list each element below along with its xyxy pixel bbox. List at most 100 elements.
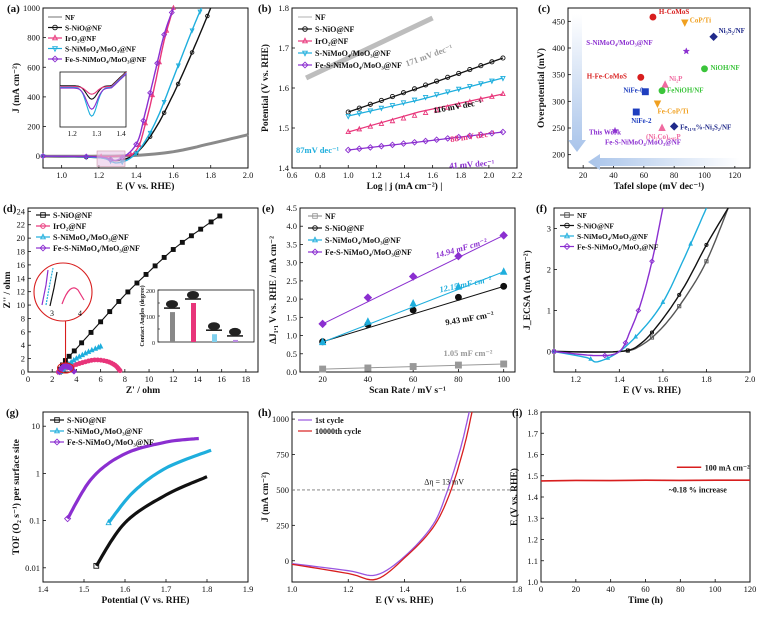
inset-y-label: Contact Angles (degree) <box>139 285 146 346</box>
series-line-3-marker <box>189 28 195 34</box>
data-point <box>364 364 372 372</box>
droplet-icon <box>208 322 220 331</box>
point-label: Fe-CoP/Ti <box>657 107 688 115</box>
point-label: NiFe-0 <box>623 87 644 95</box>
data-point <box>466 84 473 90</box>
data-point <box>367 101 373 107</box>
y-tick-label: 1.2 <box>527 535 538 545</box>
y-tick-label: 3.0 <box>286 258 297 268</box>
x-tick-label: 1.4 <box>399 584 410 594</box>
data-point <box>669 122 679 131</box>
inset-frame <box>59 71 127 128</box>
droplet-icon <box>166 300 178 309</box>
x-tick-label: 18 <box>242 374 251 384</box>
series-line-2-marker <box>97 343 104 349</box>
annotation-slope: 87mV dec⁻¹ <box>296 145 339 155</box>
droplet-icon <box>187 291 199 299</box>
data-point <box>454 293 462 301</box>
series-line-2 <box>348 93 504 133</box>
legend-entry: NF <box>325 212 336 221</box>
inset-x-tick: 1.2 <box>68 129 78 138</box>
series-line-0-marker <box>116 299 122 304</box>
series-line-1-marker <box>117 368 123 374</box>
x-tick-label: 1.8 <box>205 170 216 180</box>
legend-marker <box>54 417 60 423</box>
series-line-3-marker <box>133 151 139 157</box>
data-point <box>378 97 384 103</box>
x-tick-label: 2 <box>50 374 54 384</box>
series-line-2-marker <box>605 355 611 360</box>
series-line-0-marker <box>704 259 709 264</box>
x-tick-label: 1.6 <box>658 374 669 384</box>
point-label: CoP/Ti <box>690 16 711 24</box>
droplet-icon <box>229 327 241 336</box>
y-axis-label: J_ECSA (mA cm⁻²) <box>522 250 533 330</box>
series-line-3-marker <box>147 130 153 136</box>
data-point <box>500 55 506 61</box>
annotation-slope: 41 mV dec⁻¹ <box>449 157 495 170</box>
y-axis-label: Z'' / ohm <box>3 271 13 308</box>
zoom-tick: 3 <box>50 309 54 318</box>
data-point <box>454 361 462 369</box>
y-axis-label: J (mA cm⁻²) <box>11 63 22 113</box>
series-line-2-marker <box>688 240 693 246</box>
legend-marker <box>301 37 309 44</box>
legend-marker <box>40 212 46 218</box>
data-point <box>477 131 485 138</box>
point-label: Fe₁₁.₈%-Ni₃S₂/NF <box>680 123 731 131</box>
data-point <box>389 117 396 124</box>
legend-entry: S-NiMoO₄/MoO₃@NF <box>577 232 648 241</box>
y-tick-label: 1.5 <box>278 123 289 133</box>
legend-entry: Fe-S-NiMoO₄/MoO₃@NF <box>67 438 154 447</box>
series-line-1-marker <box>677 292 682 297</box>
series-line-0-marker <box>107 309 113 315</box>
data-point <box>500 90 506 97</box>
y-tick-label: 800 <box>27 33 40 43</box>
data-point <box>363 293 373 302</box>
data-point <box>389 103 396 109</box>
series-line-1-marker <box>189 50 195 55</box>
x-tick-label: 4 <box>74 374 79 384</box>
legend-marker <box>563 242 571 251</box>
legend-marker <box>312 225 318 231</box>
y-tick-label: 1 <box>547 306 551 316</box>
x-tick-label: 1.4 <box>614 374 625 384</box>
data-point <box>364 317 372 325</box>
legend-marker <box>563 232 571 239</box>
y-axis-label: Potential (V vs. RHE) <box>260 44 271 132</box>
panel-label: (d) <box>3 203 17 215</box>
y-tick-label: 0 <box>285 556 289 566</box>
x-axis-label: Time (h) <box>628 595 663 606</box>
data-point <box>367 108 374 115</box>
y-tick-label: 10 <box>17 300 26 310</box>
data-point <box>500 360 508 368</box>
x-tick-label: 100 <box>709 584 722 594</box>
series-line-1-marker <box>175 81 181 87</box>
series-line-0 <box>305 15 434 81</box>
x-tick-label: 14 <box>193 374 202 384</box>
x-tick-label: 1.2 <box>570 374 581 384</box>
data-point <box>400 114 407 121</box>
y-tick-label: 1 <box>36 468 40 478</box>
x-tick-label: 1.2 <box>371 170 382 180</box>
x-tick-label: 100 <box>497 374 510 384</box>
series-start-marker <box>93 562 100 569</box>
x-tick-label: 1.8 <box>701 374 712 384</box>
legend-marker <box>311 236 319 243</box>
plot-frame <box>27 207 259 373</box>
y-tick-label: 450 <box>552 16 565 26</box>
series-line-2-marker <box>89 346 95 353</box>
y-tick-label: 12 <box>17 287 26 297</box>
legend-entry: S-NiMoO₄/MoO₃@NF <box>53 233 129 242</box>
annotation-capacitance: 9.43 mF cm⁻² <box>444 309 494 327</box>
data-point <box>356 105 362 111</box>
series-line-3-marker <box>649 258 655 265</box>
series-line-0-marker <box>143 271 149 277</box>
x-tick-label: 100 <box>698 170 711 180</box>
y-tick-label: 1.1 <box>527 556 538 566</box>
plot-frame <box>567 7 751 169</box>
x-tick-label: 60 <box>640 170 649 180</box>
series-line-0-marker <box>188 233 194 239</box>
data-point <box>455 86 462 93</box>
data-point <box>422 94 429 101</box>
